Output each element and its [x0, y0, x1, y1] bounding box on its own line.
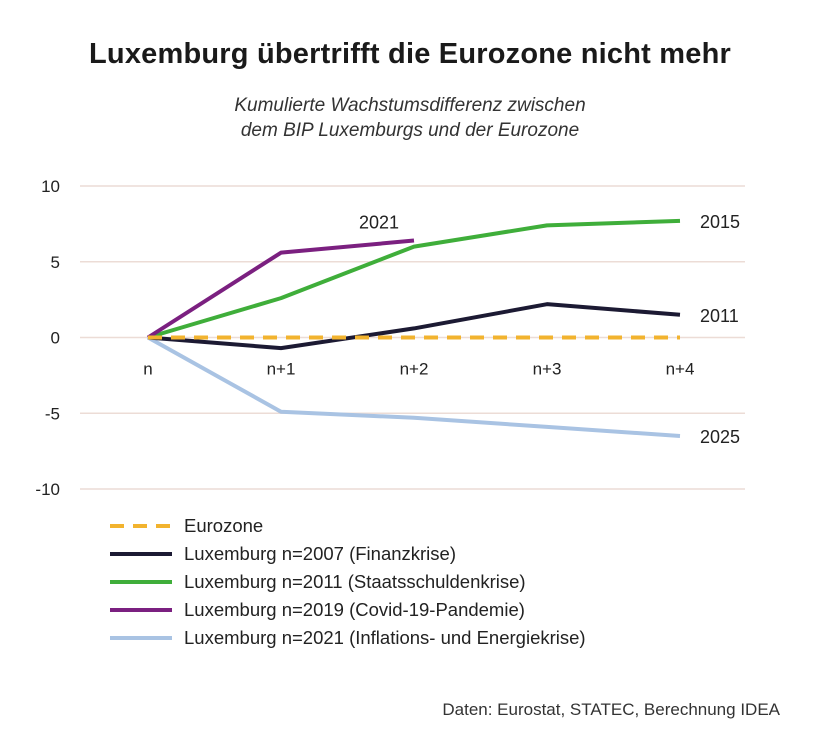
legend-item: Luxemburg n=2007 (Finanzkrise) — [110, 540, 586, 568]
legend-label: Eurozone — [184, 515, 264, 536]
legend-swatch — [110, 524, 172, 528]
x-tick-label: n+3 — [533, 360, 562, 379]
x-tick-label: n+2 — [400, 360, 429, 379]
legend-item: Luxemburg n=2021 (Inflations- und Energi… — [110, 624, 586, 652]
series-line — [146, 238, 415, 340]
chart-subtitle-line-1: Kumulierte Wachstumsdifferenz zwischen — [234, 95, 586, 116]
x-tick-label: n+4 — [666, 360, 695, 379]
legend-swatch — [110, 552, 172, 556]
x-tick-label: n+1 — [267, 360, 296, 379]
legend-label: Luxemburg n=2011 (Staatsschuldenkrise) — [184, 571, 526, 592]
chart-title: Luxemburg übertrifft die Eurozone nicht … — [89, 38, 731, 70]
y-tick-label: -10 — [35, 480, 60, 499]
legend-swatch — [110, 636, 172, 640]
series-end-label: 2011 — [700, 306, 739, 326]
chart-subtitle-line-2: dem BIP Luxemburgs und der Eurozone — [240, 120, 580, 141]
y-tick-label: 0 — [51, 329, 60, 348]
legend-item: Eurozone — [110, 512, 586, 540]
legend-label: Luxemburg n=2021 (Inflations- und Energi… — [184, 627, 586, 648]
y-tick-label: 5 — [51, 253, 60, 272]
legend-swatch — [110, 580, 172, 584]
legend-item: Luxemburg n=2011 (Staatsschuldenkrise) — [110, 568, 586, 596]
series-line — [147, 302, 681, 351]
series-line — [147, 218, 681, 340]
source-note: Daten: Eurostat, STATEC, Berechnung IDEA — [442, 700, 780, 719]
x-tick-label: n — [143, 360, 152, 379]
legend-label: Luxemburg n=2007 (Finanzkrise) — [184, 543, 456, 564]
series-line — [147, 335, 681, 438]
legend-swatch — [110, 608, 172, 612]
y-tick-label: 10 — [41, 177, 60, 196]
series-end-label: 2015 — [700, 212, 740, 232]
legend-item: Luxemburg n=2019 (Covid-19-Pandemie) — [110, 596, 586, 624]
legend: Eurozone Luxemburg n=2007 (Finanzkrise) Lu… — [110, 512, 586, 652]
y-tick-label: -5 — [45, 404, 60, 423]
legend-label: Luxemburg n=2019 (Covid-19-Pandemie) — [184, 599, 525, 620]
series-end-label: 2021 — [359, 213, 399, 233]
series-end-label: 2025 — [700, 427, 740, 447]
